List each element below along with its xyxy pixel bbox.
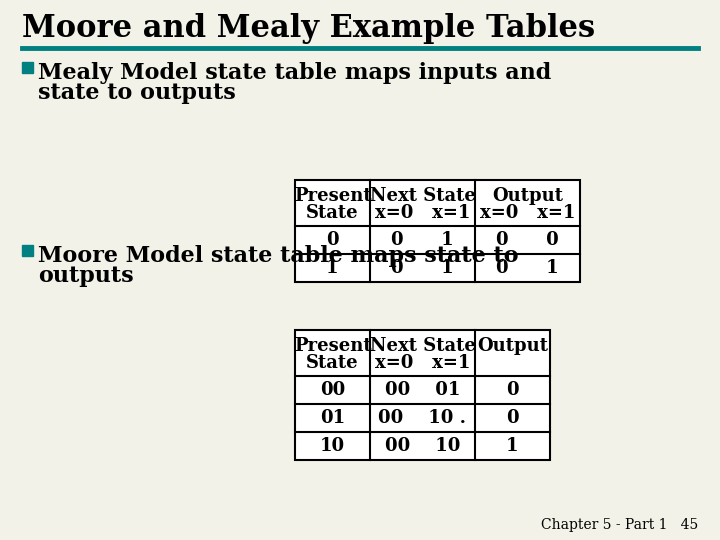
Text: 00    10 .: 00 10 . [379, 409, 467, 427]
Text: 0      1: 0 1 [391, 231, 454, 249]
Text: 0      1: 0 1 [391, 259, 454, 277]
Text: 1: 1 [506, 437, 518, 455]
Text: 0: 0 [506, 381, 519, 399]
Text: State: State [306, 204, 359, 222]
Text: Chapter 5 - Part 1   45: Chapter 5 - Part 1 45 [541, 518, 698, 532]
Text: Present: Present [294, 187, 372, 205]
Bar [295, 180, 580, 282]
Text: 00    01: 00 01 [384, 381, 460, 399]
Text: Mealy Model state table maps inputs and: Mealy Model state table maps inputs and [38, 62, 552, 84]
Text: x=0   x=1: x=0 x=1 [480, 204, 575, 222]
Text: 0      0: 0 0 [496, 231, 559, 249]
Bar [22, 62, 33, 73]
Text: state to outputs: state to outputs [38, 82, 235, 104]
Text: 1: 1 [326, 259, 338, 277]
Bar [22, 245, 33, 256]
Text: Present: Present [294, 337, 372, 355]
Text: State: State [306, 354, 359, 372]
Text: x=0   x=1: x=0 x=1 [375, 354, 470, 372]
Text: Moore and Mealy Example Tables: Moore and Mealy Example Tables [22, 13, 595, 44]
Text: 0      1: 0 1 [496, 259, 559, 277]
Text: 00    10: 00 10 [384, 437, 460, 455]
Text: outputs: outputs [38, 265, 134, 287]
Text: Next State: Next State [369, 337, 475, 355]
Text: Next State: Next State [369, 187, 475, 205]
Text: 0: 0 [506, 409, 519, 427]
Text: 00: 00 [320, 381, 345, 399]
Text: Output: Output [492, 187, 563, 205]
Text: 10: 10 [320, 437, 345, 455]
Text: 01: 01 [320, 409, 345, 427]
Text: x=0   x=1: x=0 x=1 [375, 204, 470, 222]
Text: Output: Output [477, 337, 548, 355]
Text: Moore Model state table maps state to: Moore Model state table maps state to [38, 245, 518, 267]
Bar [295, 330, 550, 460]
Text: 0: 0 [326, 231, 339, 249]
